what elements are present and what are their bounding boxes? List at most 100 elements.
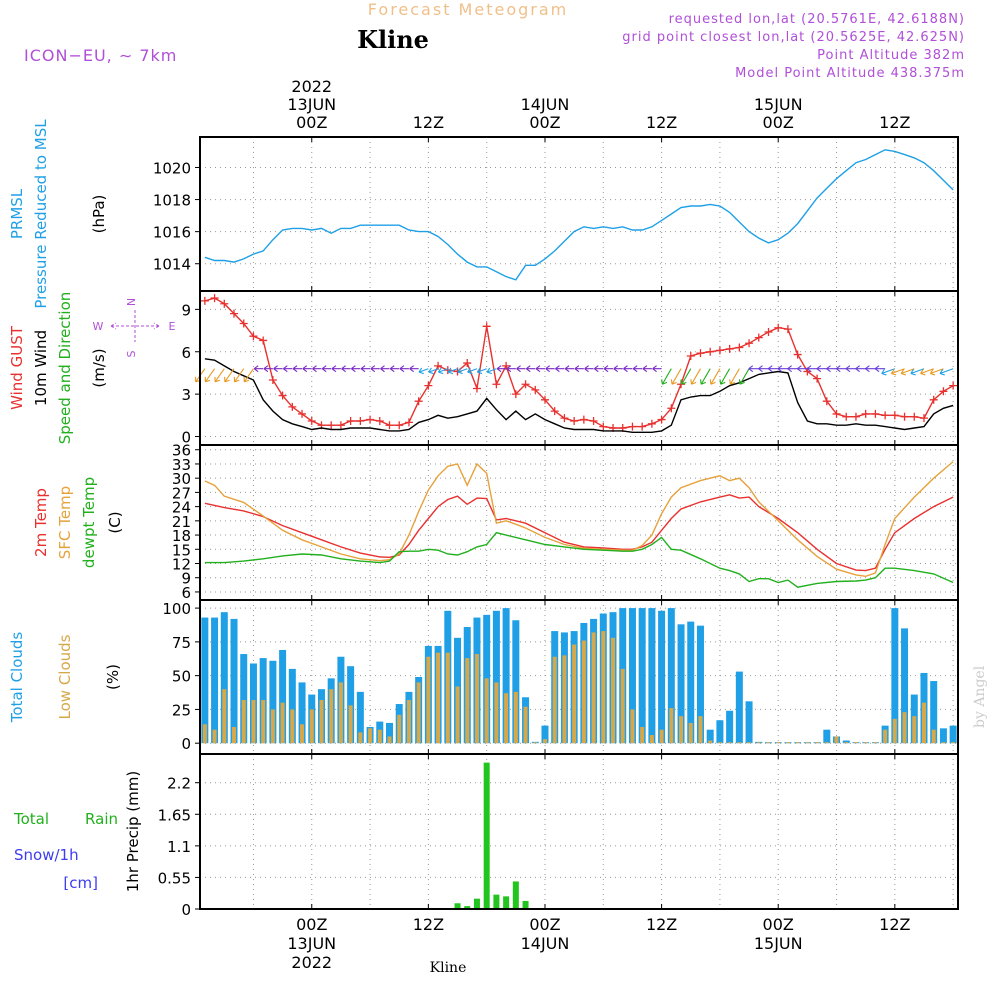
- bar-low-clouds: [455, 686, 460, 744]
- y-axis-label: Total Clouds: [8, 632, 26, 724]
- y-tick-label: 24: [172, 499, 191, 517]
- requested-coords: requested lon,lat (20.5761E, 42.6188N): [669, 12, 965, 27]
- wind-arrow: [661, 368, 672, 385]
- y-axis-label: Speed and Direction: [56, 292, 74, 445]
- y-tick-label: 1016: [153, 224, 191, 242]
- bar-low-clouds: [241, 699, 246, 744]
- panels: 1014 1016 1018 1020 PRMSL Pressure Reduced to…: [8, 119, 959, 919]
- gust-marker: [628, 422, 637, 431]
- date-label-top: 15JUN: [754, 95, 803, 114]
- gust-marker: [210, 294, 219, 303]
- y-tick-label: 6: [181, 584, 191, 602]
- legend-label: Total: [13, 810, 49, 828]
- wind-arrow: [467, 367, 478, 375]
- series-line-wind-gust: [204, 297, 954, 429]
- gust-marker: [715, 346, 724, 355]
- gust-marker: [550, 407, 559, 416]
- bar-low-clouds: [863, 742, 868, 744]
- grid-point-coords: grid point closest lon,lat (20.5625E, 42…: [622, 30, 965, 45]
- date-label-bottom: 14JUN: [521, 934, 570, 953]
- wind-arrow: [613, 365, 623, 373]
- wind-arrow: [787, 365, 798, 373]
- compass-s: S: [125, 350, 138, 357]
- bar-total-clouds: [706, 729, 714, 744]
- bar-total-clouds: [220, 612, 228, 744]
- wind-arrow: [360, 365, 371, 373]
- time-tick-label-top: 00Z: [529, 113, 560, 132]
- bar-low-clouds: [222, 689, 227, 744]
- wind-arrow: [214, 368, 225, 383]
- gust-marker: [278, 391, 287, 400]
- y-tick-label: 1.1: [167, 838, 191, 856]
- bar-low-clouds: [747, 742, 752, 744]
- wind-arrow: [389, 365, 400, 373]
- gust-marker: [492, 380, 501, 389]
- gust-marker: [783, 325, 792, 334]
- series-line-dewpt-temp: [204, 531, 954, 588]
- gust-marker: [725, 344, 734, 353]
- gust-marker: [327, 421, 336, 430]
- bar-low-clouds: [300, 724, 305, 744]
- bar-low-clouds: [445, 652, 450, 744]
- compass-rose-icon: [110, 310, 160, 342]
- legend-label: [cm]: [63, 874, 98, 892]
- wind-arrow: [758, 365, 769, 373]
- bar-total-clouds: [211, 617, 219, 744]
- bar-low-clouds: [815, 742, 820, 744]
- wind-arrow: [680, 368, 692, 385]
- bar-low-clouds: [513, 691, 518, 744]
- wind-arrow: [506, 365, 516, 373]
- y-axis-label: 1hr Precip (mm): [124, 771, 142, 892]
- bar-low-clouds: [562, 655, 567, 744]
- gust-marker: [774, 323, 783, 332]
- bar-total-clouds: [891, 608, 899, 744]
- wind-arrow: [292, 365, 303, 373]
- bar-low-clouds: [649, 735, 654, 744]
- y-tick-label: 0: [181, 735, 191, 753]
- panel-clouds: 0 25 50 75 100 Total Clouds Low Clouds (%): [8, 599, 959, 755]
- time-tick-label-top: 12Z: [646, 113, 677, 132]
- y-tick-label: 18: [172, 527, 191, 545]
- wind-arrow: [593, 365, 604, 373]
- wind-arrow: [418, 367, 429, 375]
- bar-low-clouds: [766, 742, 771, 744]
- bar-low-clouds: [406, 699, 411, 744]
- wind-arrow: [302, 365, 312, 373]
- bar-low-clouds: [319, 699, 324, 744]
- bar-total-clouds: [638, 608, 646, 744]
- y-tick-label: 9: [181, 301, 191, 319]
- wind-arrow: [253, 365, 264, 373]
- bar-low-clouds: [669, 708, 674, 744]
- gust-marker: [599, 422, 608, 431]
- gust-marker: [366, 415, 375, 424]
- bar-total-clouds: [677, 624, 685, 744]
- gust-marker: [307, 416, 316, 425]
- y-axis-label: dewpt Temp: [80, 477, 98, 568]
- bar-total-clouds: [201, 617, 209, 744]
- wind-arrow: [312, 365, 322, 373]
- gust-marker: [735, 343, 744, 352]
- bar-low-clouds: [941, 742, 946, 744]
- bar-low-clouds: [290, 709, 295, 744]
- bar-total-rain: [483, 762, 490, 909]
- bar-total-clouds: [716, 720, 724, 744]
- wind-arrow: [564, 365, 575, 373]
- y-tick-label: 30: [172, 470, 191, 488]
- wind-arrow: [273, 365, 283, 373]
- bar-low-clouds: [659, 729, 664, 744]
- bar-low-clouds: [270, 709, 275, 744]
- bar-total-clouds: [745, 701, 753, 744]
- bar-low-clouds: [552, 656, 557, 744]
- bar-total-clouds: [735, 671, 743, 744]
- time-tick-label-top: 00Z: [296, 113, 327, 132]
- model-altitude: Model Point Altitude 438.375m: [735, 66, 965, 81]
- gust-marker: [472, 384, 481, 393]
- wind-arrow: [690, 368, 701, 385]
- bar-low-clouds: [834, 736, 839, 744]
- bar-low-clouds: [688, 722, 693, 744]
- y-tick-label: 0: [181, 429, 191, 447]
- gust-marker: [521, 380, 530, 389]
- series-line-prmsl: [204, 149, 954, 281]
- bar-low-clouds: [348, 705, 353, 744]
